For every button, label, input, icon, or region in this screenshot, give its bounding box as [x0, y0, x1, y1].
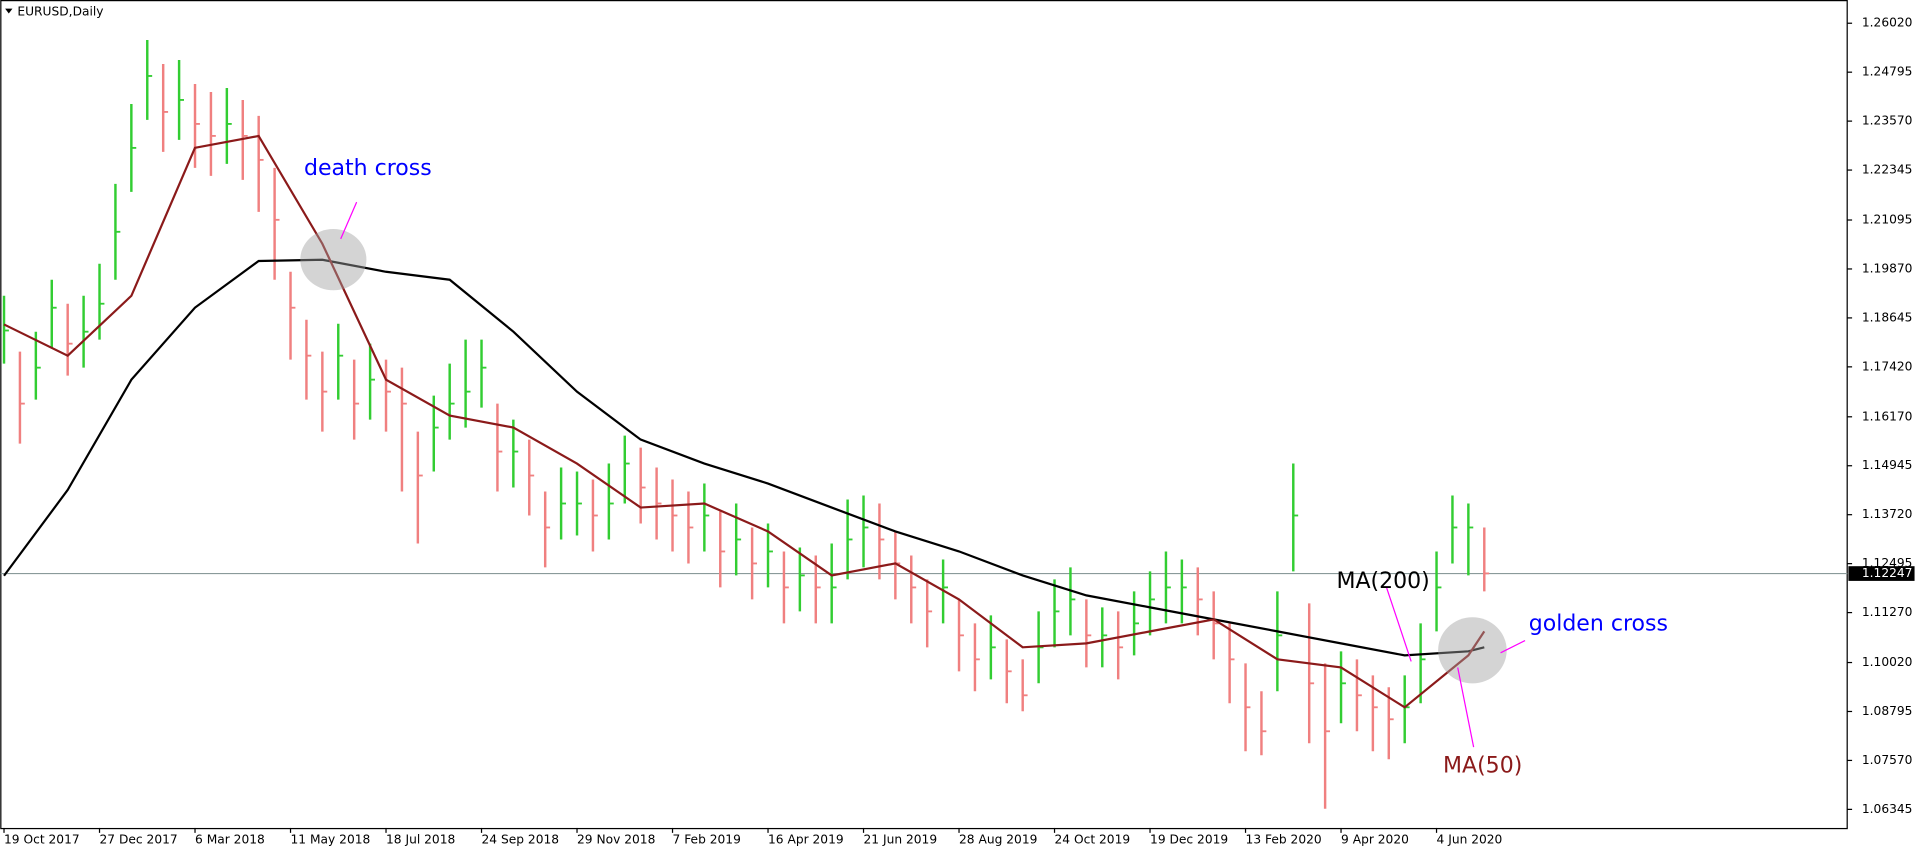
- y-tick-label: 1.19870: [1862, 261, 1913, 275]
- y-tick-label: 1.11270: [1862, 605, 1913, 619]
- y-tick-label: 1.06345: [1862, 802, 1913, 816]
- x-tick-label: 11 May 2018: [291, 833, 371, 847]
- x-tick-label: 18 Jul 2018: [386, 833, 455, 847]
- last-price-label: 1.12247: [1862, 566, 1913, 580]
- y-tick-label: 1.21095: [1862, 213, 1913, 227]
- chart-title: EURUSD,Daily: [17, 5, 103, 19]
- x-tick-label: 28 Aug 2019: [959, 833, 1037, 847]
- y-tick-label: 1.13720: [1862, 507, 1913, 521]
- x-tick-label: 16 Apr 2019: [768, 833, 844, 847]
- y-tick-label: 1.10020: [1862, 655, 1913, 669]
- annotation-label: golden cross: [1529, 612, 1668, 637]
- x-tick-label: 27 Dec 2017: [100, 833, 178, 847]
- x-tick-label: 4 Jun 2020: [1437, 833, 1503, 847]
- y-tick-label: 1.14945: [1862, 458, 1913, 472]
- moving-average-line: [3, 258, 1485, 657]
- x-tick-label: 9 Apr 2020: [1341, 833, 1409, 847]
- ma-label: MA(200): [1336, 569, 1429, 594]
- plot-frame: [0, 0, 1848, 830]
- y-tick-label: 1.22345: [1862, 163, 1913, 177]
- cross-highlight: [1438, 617, 1507, 684]
- ma-label: MA(50): [1443, 754, 1522, 779]
- y-tick-label: 1.23570: [1862, 114, 1913, 128]
- ma-label-pointer: [1386, 587, 1412, 662]
- cross-highlight: [300, 229, 367, 291]
- annotation-label: death cross: [304, 156, 432, 181]
- x-tick-label: 21 Jun 2019: [864, 833, 938, 847]
- y-tick-label: 1.07570: [1862, 753, 1913, 767]
- x-tick-label: 24 Oct 2019: [1055, 833, 1131, 847]
- x-tick-label: 6 Mar 2018: [195, 833, 265, 847]
- last-price-box: [1848, 566, 1915, 581]
- x-tick-label: 19 Oct 2017: [4, 833, 80, 847]
- moving-average-line: [3, 134, 1486, 709]
- title-arrow: [5, 8, 13, 14]
- y-tick-label: 1.18645: [1862, 310, 1913, 324]
- annotation-pointer: [340, 201, 358, 240]
- y-tick-label: 1.24795: [1862, 65, 1913, 79]
- y-tick-label: 1.17420: [1862, 359, 1913, 373]
- x-tick-label: 29 Nov 2018: [577, 833, 655, 847]
- x-tick-label: 24 Sep 2018: [482, 833, 560, 847]
- x-tick-label: 19 Dec 2019: [1150, 833, 1228, 847]
- y-tick-label: 1.26020: [1862, 16, 1913, 30]
- y-tick-label: 1.16170: [1862, 409, 1913, 423]
- x-tick-label: 13 Feb 2020: [1246, 833, 1322, 847]
- x-tick-label: 7 Feb 2019: [673, 833, 741, 847]
- y-tick-label: 1.08795: [1862, 704, 1913, 718]
- ma-label-pointer: [1457, 667, 1475, 748]
- annotation-pointer: [1500, 640, 1526, 654]
